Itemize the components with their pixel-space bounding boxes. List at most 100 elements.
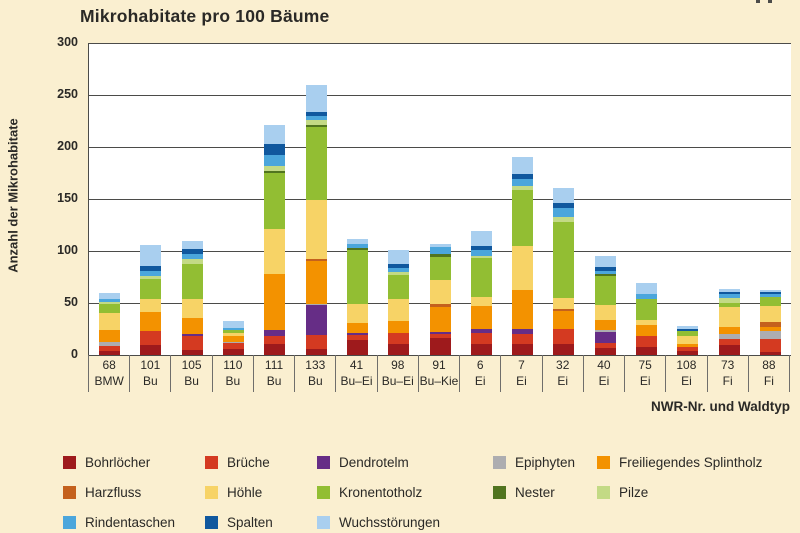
x-label-nr: 68 bbox=[102, 358, 116, 372]
segment-Brüche bbox=[99, 345, 121, 351]
segment-Höhle bbox=[181, 298, 203, 318]
segment-Brüche bbox=[594, 342, 616, 348]
bar-40-Ei bbox=[594, 256, 616, 355]
segment-Freiliegendes Splintholz bbox=[718, 326, 740, 335]
gridline-200 bbox=[89, 147, 791, 148]
legend-item-Rindentaschen: Rindentaschen bbox=[63, 515, 205, 530]
segment-Spalten bbox=[718, 291, 740, 294]
legend-label: Brüche bbox=[227, 454, 270, 470]
segment-Kronentotholz bbox=[636, 298, 657, 320]
segment-Bohrlöcher bbox=[181, 349, 203, 355]
legend: Bohrlöcher Brüche Dendrotelm Epiphyten Freil… bbox=[63, 447, 790, 533]
y-tick-250: 250 bbox=[57, 87, 78, 101]
segment-Rindentaschen bbox=[636, 293, 657, 299]
x-label-waldtyp: Ei bbox=[639, 373, 651, 388]
x-label-41: 41 Bu–Ei bbox=[336, 355, 378, 392]
x-label-waldtyp: Ei bbox=[557, 373, 569, 388]
legend-swatch-icon bbox=[205, 515, 218, 529]
segment-Pilze bbox=[140, 276, 162, 280]
x-label-waldtyp: Bu bbox=[143, 373, 158, 388]
x-label-nr: 88 bbox=[762, 358, 776, 372]
x-label-waldtyp: Ei bbox=[598, 373, 610, 388]
x-label-nr: 6 bbox=[476, 358, 484, 372]
segment-Höhle bbox=[346, 304, 368, 323]
segment-Wuchsstörungen bbox=[223, 320, 245, 329]
legend-swatch-icon bbox=[597, 455, 610, 469]
segment-Kronentotholz bbox=[264, 173, 286, 230]
segment-Brüche bbox=[677, 346, 699, 351]
bar-cell-7 bbox=[502, 43, 543, 355]
segment-Bohrlöcher bbox=[553, 343, 575, 355]
segment-Kronentotholz bbox=[553, 221, 575, 298]
bar-cell-73 bbox=[708, 43, 749, 355]
segment-Pilze bbox=[553, 216, 575, 222]
segment-Pilze bbox=[512, 185, 534, 190]
segment-Höhle bbox=[759, 306, 781, 322]
segment-Harzfluss bbox=[553, 309, 575, 312]
segment-Wuchsstörungen bbox=[512, 157, 534, 175]
legend-item-Wuchsstörungen: Wuchsstörungen bbox=[317, 515, 493, 530]
segment-Bohrlöcher bbox=[223, 348, 245, 355]
segment-Freiliegendes Splintholz bbox=[99, 330, 121, 342]
legend-swatch-icon bbox=[63, 485, 76, 499]
x-label-waldtyp: Bu bbox=[307, 373, 323, 388]
legend-swatch-icon bbox=[205, 455, 218, 469]
segment-Rindentaschen bbox=[429, 246, 451, 255]
x-label-nr: 110 bbox=[223, 358, 243, 372]
segment-Höhle bbox=[388, 298, 410, 321]
segment-Wuchsstörungen bbox=[470, 231, 492, 246]
legend-label: Dendrotelm bbox=[339, 454, 409, 470]
legend-label: Freiliegendes Splintholz bbox=[619, 454, 763, 470]
segment-Pilze bbox=[470, 256, 492, 259]
segment-Wuchsstörungen bbox=[636, 283, 657, 294]
segment-Höhle bbox=[718, 307, 740, 327]
cropped-print-artifact bbox=[756, 0, 760, 3]
segment-Rindentaschen bbox=[181, 254, 203, 260]
segment-Dendrotelm bbox=[181, 334, 203, 337]
x-tick-labels: 68 BMW 101 Bu 105 Bu 110 Bu 111 Bu 133 Bu 41 Bu–Ei 98 B… bbox=[88, 355, 790, 392]
segment-Wuchsstörungen bbox=[99, 292, 121, 299]
bar-105-Bu bbox=[181, 240, 203, 355]
segment-Brüche bbox=[429, 334, 451, 339]
segment-Kronentotholz bbox=[305, 127, 327, 201]
segment-Kronentotholz bbox=[677, 331, 699, 337]
segment-Spalten bbox=[512, 174, 534, 180]
x-label-nr: 101 bbox=[140, 358, 161, 372]
segment-Freiliegendes Splintholz bbox=[470, 306, 492, 330]
segment-Brüche bbox=[759, 339, 781, 352]
x-label-nr: 41 bbox=[349, 358, 364, 372]
segment-Wuchsstörungen bbox=[346, 238, 368, 244]
segment-Wuchsstörungen bbox=[181, 240, 203, 249]
bar-cell-91 bbox=[419, 43, 460, 355]
x-label-nr: 98 bbox=[391, 358, 405, 372]
segment-Epiphyten bbox=[759, 331, 781, 340]
legend-swatch-icon bbox=[493, 485, 506, 499]
x-label-waldtyp: Ei bbox=[474, 373, 486, 388]
segment-Bohrlöcher bbox=[594, 347, 616, 355]
x-label-88: 88 Fi bbox=[749, 355, 790, 392]
segment-Spalten bbox=[594, 266, 616, 271]
x-label-7: 7 Ei bbox=[501, 355, 543, 392]
segment-Bohrlöcher bbox=[264, 343, 286, 355]
x-label-nr: 32 bbox=[556, 358, 570, 372]
segment-Freiliegendes Splintholz bbox=[181, 317, 203, 335]
segment-Nester bbox=[346, 247, 368, 250]
bar-cell-98 bbox=[378, 43, 419, 355]
segment-Bohrlöcher bbox=[346, 340, 368, 355]
segment-Höhle bbox=[512, 245, 534, 290]
y-tick-200: 200 bbox=[57, 139, 78, 153]
legend-item-Höhle: Höhle bbox=[205, 485, 317, 500]
segment-Nester bbox=[594, 273, 616, 277]
segment-Kronentotholz bbox=[718, 303, 740, 308]
x-label-110: 110 Bu bbox=[213, 355, 254, 392]
segment-Spalten bbox=[470, 245, 492, 250]
bar-cell-111 bbox=[254, 43, 295, 355]
legend-item-Spalten: Spalten bbox=[205, 515, 317, 530]
segment-Höhle bbox=[140, 298, 162, 313]
bar-cell-133 bbox=[295, 43, 336, 355]
segment-Spalten bbox=[181, 248, 203, 255]
legend-item-Epiphyten: Epiphyten bbox=[493, 455, 597, 470]
segment-Spalten bbox=[759, 291, 781, 294]
x-label-nr: 133 bbox=[305, 358, 326, 372]
